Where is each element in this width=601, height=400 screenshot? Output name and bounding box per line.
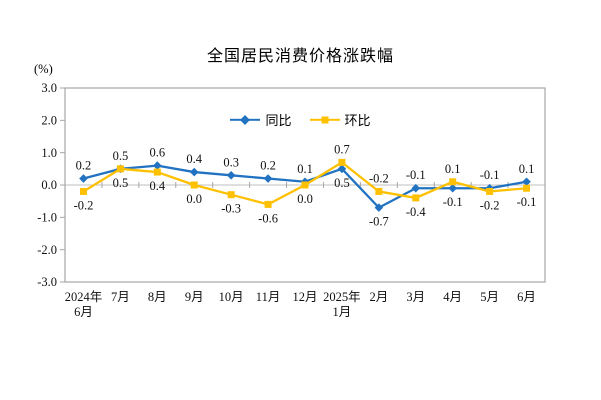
x-axis-tick-label: 4月	[443, 290, 462, 304]
data-label: 0.5	[334, 176, 350, 190]
x-axis-tick-label: 9月	[185, 290, 204, 304]
x-axis-tick-label: 7月	[111, 290, 130, 304]
data-label: 0.1	[445, 162, 461, 176]
data-label: -0.1	[443, 195, 463, 209]
data-point-marker	[190, 181, 198, 189]
data-label: -0.1	[517, 195, 537, 209]
data-point-marker	[116, 165, 124, 173]
x-axis-tick-label: 1月	[333, 305, 352, 319]
data-label: -0.6	[258, 211, 278, 225]
y-axis-tick-label: 3.0	[41, 81, 57, 95]
x-axis-tick-label: 6月	[74, 305, 93, 319]
data-label: 0.7	[334, 142, 350, 156]
data-label: -0.2	[369, 171, 389, 185]
data-label: -0.3	[221, 202, 241, 216]
legend: 同比 环比	[0, 110, 601, 129]
x-axis-tick-label: 3月	[406, 290, 425, 304]
x-axis-tick-label: 5月	[480, 290, 499, 304]
chart-title: 全国居民消费价格涨跌幅	[206, 48, 394, 65]
legend-label-yoy: 同比	[265, 113, 292, 128]
legend-item-yoy: 同比	[230, 110, 292, 129]
data-point-marker	[301, 181, 309, 189]
data-label: 0.2	[260, 159, 276, 173]
data-point-marker	[226, 171, 236, 180]
data-point-marker	[338, 158, 346, 166]
data-label: -0.7	[369, 215, 389, 229]
x-axis-tick-label: 2025年	[323, 290, 361, 304]
data-point-marker	[523, 184, 531, 192]
data-label: -0.2	[480, 198, 500, 212]
data-label: 0.0	[186, 192, 202, 206]
data-point-marker	[449, 178, 457, 186]
x-axis-tick-label: 11月	[256, 290, 281, 304]
data-point-marker	[189, 167, 199, 177]
square-marker-icon	[321, 116, 328, 123]
legend-item-mom: 环比	[309, 110, 371, 129]
data-label: -0.2	[74, 198, 94, 212]
y-axis-tick-label: 2.0	[41, 114, 57, 128]
data-point-marker	[448, 183, 457, 193]
data-point-marker	[79, 187, 87, 195]
data-label: 0.4	[149, 179, 165, 193]
x-axis-tick-label: 2月	[369, 290, 388, 304]
data-point-marker	[263, 174, 273, 183]
data-point-marker	[375, 187, 383, 195]
data-point-marker	[411, 183, 421, 193]
data-point-marker	[153, 168, 161, 176]
yoy-line-swatch-icon	[230, 114, 261, 125]
data-label: 0.4	[186, 152, 202, 166]
data-label: 0.6	[149, 146, 165, 160]
y-axis-tick-label: -2.0	[37, 243, 57, 257]
data-label: 0.3	[223, 155, 239, 169]
y-axis-tick-label: -1.0	[37, 211, 57, 225]
data-label: 0.1	[297, 162, 313, 176]
x-axis-tick-label: 2024年	[65, 290, 103, 304]
data-label: 0.2	[76, 159, 92, 173]
data-label: 0.5	[113, 176, 129, 190]
mom-line-swatch-icon	[309, 115, 340, 124]
data-label: -0.1	[480, 168, 500, 182]
x-axis-tick-label: 8月	[148, 290, 167, 304]
data-point-marker	[374, 203, 384, 212]
legend-label-mom: 环比	[344, 113, 371, 128]
y-axis-tick-label: 0.0	[41, 178, 57, 192]
data-point-marker	[522, 177, 531, 187]
data-label: -0.1	[406, 168, 426, 182]
data-label: 0.1	[519, 162, 535, 176]
data-point-marker	[412, 194, 420, 202]
x-axis-tick-label: 10月	[219, 290, 244, 304]
data-point-marker	[153, 161, 162, 170]
data-label: -0.4	[406, 205, 427, 219]
y-axis-tick-label: -3.0	[37, 275, 57, 289]
data-point-marker	[79, 174, 88, 183]
x-axis-tick-label: 6月	[517, 290, 536, 304]
data-point-marker	[227, 191, 235, 199]
data-point-marker	[264, 200, 272, 208]
data-label: 0.5	[113, 149, 129, 163]
y-axis-tick-label: 1.0	[41, 146, 57, 160]
x-axis-tick-label: 12月	[292, 290, 317, 304]
data-label: 0.0	[297, 192, 313, 206]
y-axis-unit-label: (%)	[34, 62, 53, 76]
data-point-marker	[486, 187, 494, 195]
data-point-marker	[337, 164, 347, 174]
